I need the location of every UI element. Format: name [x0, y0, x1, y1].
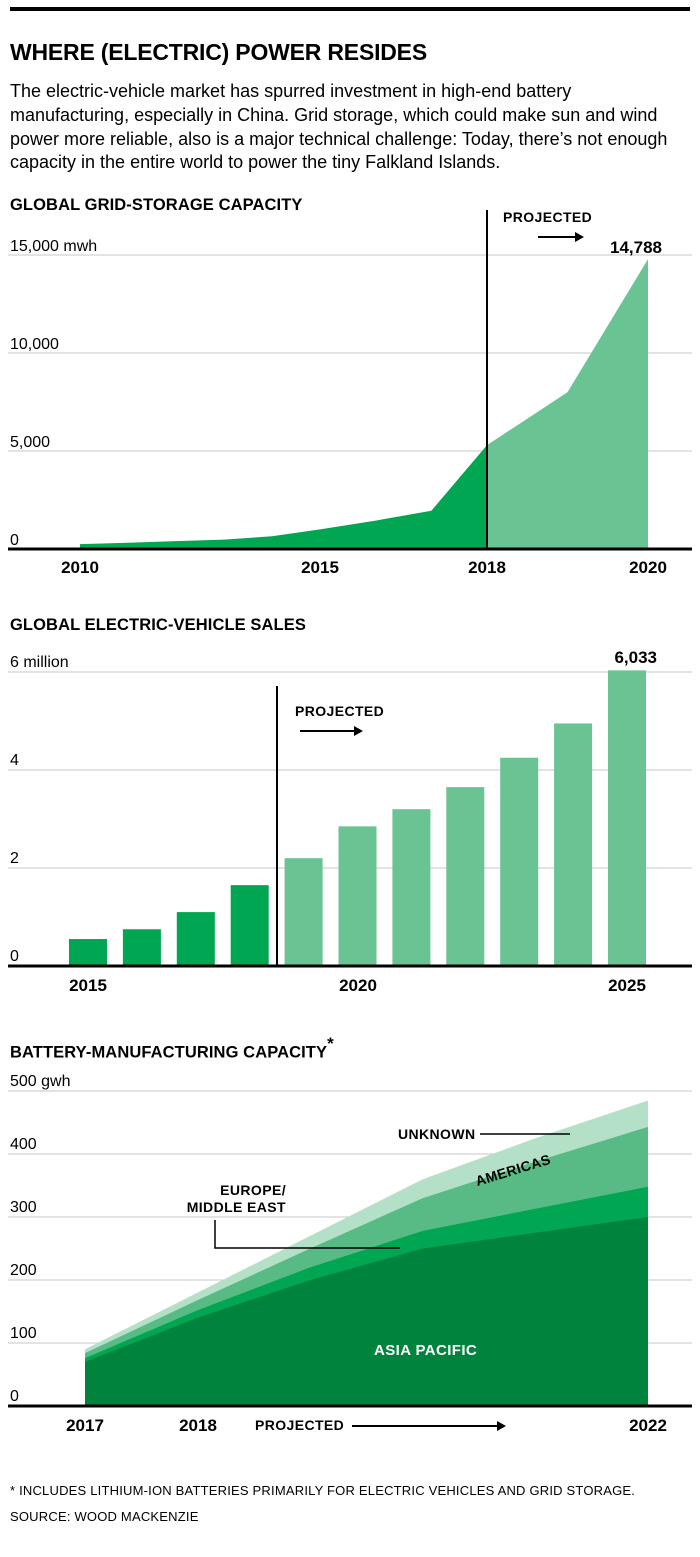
- x-tick-label: 2010: [61, 558, 99, 577]
- x-tick-label: 2020: [339, 976, 377, 995]
- y-tick-label: 6 million: [10, 654, 69, 671]
- x-tick-label: 2022: [629, 1416, 667, 1435]
- y-tick-label: 5,000: [10, 434, 51, 451]
- footnote: * INCLUDES LITHIUM-ION BATTERIES PRIMARI…: [10, 1483, 636, 1498]
- peak-value-label: 6,033: [614, 648, 657, 667]
- battery-capacity-chart: BATTERY-MANUFACTURING CAPACITY* 500 gwh …: [0, 1034, 700, 1466]
- y-tick-label: 100: [10, 1325, 37, 1342]
- footnote-asterisk: *: [327, 1034, 334, 1053]
- y-tick-label: 4: [10, 752, 19, 769]
- grid-storage-plot: [8, 210, 692, 551]
- page-description: The electric-vehicle market has spurred …: [10, 81, 668, 173]
- y-tick-label: 2: [10, 850, 19, 867]
- x-tick-label: 2017: [66, 1416, 104, 1435]
- annotation-europe-line2: MIDDLE EAST: [186, 1199, 286, 1215]
- chart-title: GLOBAL ELECTRIC-VEHICLE SALES: [10, 616, 306, 634]
- chart-title: BATTERY-MANUFACTURING CAPACITY*: [10, 1034, 334, 1063]
- battery-capacity-plot: [8, 1090, 692, 1408]
- y-tick-label: 15,000 mwh: [10, 238, 98, 255]
- y-tick-label: 300: [10, 1199, 37, 1216]
- x-tick-label: 2018: [179, 1416, 217, 1435]
- grid-storage-chart: GLOBAL GRID-STORAGE CAPACITY PROJECTED 1…: [0, 196, 700, 596]
- source-line: SOURCE: WOOD MACKENZIE: [10, 1509, 199, 1524]
- top-rule: [10, 7, 690, 11]
- y-tick-label: 0: [10, 1388, 19, 1405]
- projected-label: PROJECTED: [295, 703, 385, 719]
- annotation-unknown: UNKNOWN: [398, 1126, 476, 1142]
- x-tick-label: 2025: [608, 976, 646, 995]
- y-tick-label: 10,000: [10, 336, 59, 353]
- ev-sales-chart: GLOBAL ELECTRIC-VEHICLE SALES PROJECTED …: [0, 616, 700, 1016]
- peak-value-label: 14,788: [610, 238, 662, 257]
- projected-label: PROJECTED: [255, 1417, 345, 1433]
- chart-title: GLOBAL GRID-STORAGE CAPACITY: [10, 196, 303, 214]
- annotation-europe-line1: EUROPE/: [220, 1182, 286, 1198]
- y-tick-label: 200: [10, 1262, 37, 1279]
- x-tick-label: 2020: [629, 558, 667, 577]
- x-tick-label: 2015: [69, 976, 107, 995]
- y-tick-label: 0: [10, 948, 19, 965]
- page-title: WHERE (ELECTRIC) POWER RESIDES: [10, 39, 427, 66]
- chart-title-text: BATTERY-MANUFACTURING CAPACITY: [10, 1043, 328, 1062]
- ev-sales-plot: [8, 670, 692, 968]
- projected-label: PROJECTED: [503, 209, 593, 225]
- right-arrow-icon: [300, 726, 363, 736]
- right-arrow-icon: [352, 1421, 506, 1431]
- y-tick-label: 0: [10, 532, 19, 549]
- y-tick-label: 400: [10, 1136, 37, 1153]
- x-tick-label: 2018: [468, 558, 506, 577]
- annotation-asia-pacific: ASIA PACIFIC: [374, 1342, 478, 1359]
- annotation-europe-middle-east: EUROPE/ MIDDLE EAST: [146, 1182, 286, 1216]
- x-tick-label: 2015: [301, 558, 339, 577]
- y-tick-label: 500 gwh: [10, 1073, 71, 1090]
- right-arrow-icon: [538, 232, 584, 242]
